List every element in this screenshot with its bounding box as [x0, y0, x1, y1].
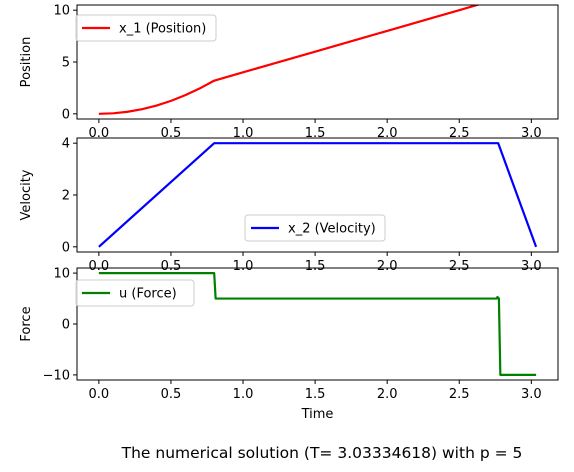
legend-label: x_1 (Position): [119, 22, 206, 37]
x-tick-label: 0.0: [89, 126, 110, 141]
y-axis-label: Force: [19, 306, 34, 341]
x-tick-label: 1.5: [305, 387, 326, 402]
y-axis-label: Position: [19, 37, 34, 88]
subplot-1: 0.0 0.5 1.0 1.5 2.0 2.5 3.0 0 5 10 Position x_1 (Po…: [19, 4, 559, 141]
y-tick-label: 0: [62, 240, 70, 255]
x-tick-label: 2.5: [449, 259, 470, 274]
series-line-1: [98, 142, 538, 248]
y-tick-label: 4: [62, 137, 70, 152]
legend-label: x_2 (Velocity): [288, 222, 376, 237]
x-axis-label: Time: [301, 407, 334, 422]
x-tick-label: 1.0: [233, 259, 254, 274]
x-tick-label: 1.5: [305, 259, 326, 274]
x-tick-label: 0.0: [89, 259, 110, 274]
subplot-3: 0.0 0.5 1.0 1.5 2.0 2.5 3.0 −10 0 10 Force Time u (F…: [19, 267, 559, 422]
x-tick-label: 1.5: [305, 126, 326, 141]
x-tick-label: 0.5: [161, 259, 182, 274]
series-line-1: [98, 271, 537, 377]
y-axis-label: Velocity: [19, 169, 34, 220]
legend: x_2 (Velocity): [244, 214, 386, 242]
y-tick-label: 0: [62, 107, 70, 122]
x-tick-label: 3.0: [521, 259, 542, 274]
y-tick-label: 10: [53, 267, 70, 282]
x-tick-label: 1.0: [233, 387, 254, 402]
legend: x_1 (Position): [75, 14, 217, 42]
y-tick-label: −10: [43, 368, 70, 383]
x-tick-label: 3.0: [521, 387, 542, 402]
legend-box: [75, 14, 217, 42]
y-tick-label: 0: [62, 318, 70, 333]
series-line-1: [98, 5, 481, 115]
x-tick-label: 1.0: [233, 126, 254, 141]
x-tick-label: 3.0: [521, 126, 542, 141]
legend-label: u (Force): [119, 287, 177, 302]
legend-box: [244, 214, 386, 242]
x-tick-label: 0.5: [161, 126, 182, 141]
x-tick-label: 2.0: [377, 259, 398, 274]
y-tick-label: 10: [53, 4, 70, 19]
legend: u (Force): [75, 279, 195, 307]
x-tick-label: 2.5: [449, 387, 470, 402]
y-tick-label: 2: [62, 189, 70, 204]
subplot-2: 0.0 0.5 1.0 1.5 2.0 2.5 3.0 0 2 4 Velocity x_2 (Vel…: [19, 137, 559, 274]
x-tick-label: 0.5: [161, 387, 182, 402]
figure-suptitle: The numerical solution (T= 3.03334618) w…: [121, 444, 523, 462]
x-tick-label: 2.0: [377, 126, 398, 141]
x-tick-label: 2.5: [449, 126, 470, 141]
x-tick-label: 0.0: [89, 387, 110, 402]
x-tick-label: 2.0: [377, 387, 398, 402]
y-tick-label: 5: [62, 56, 70, 71]
legend-box: [75, 279, 195, 307]
